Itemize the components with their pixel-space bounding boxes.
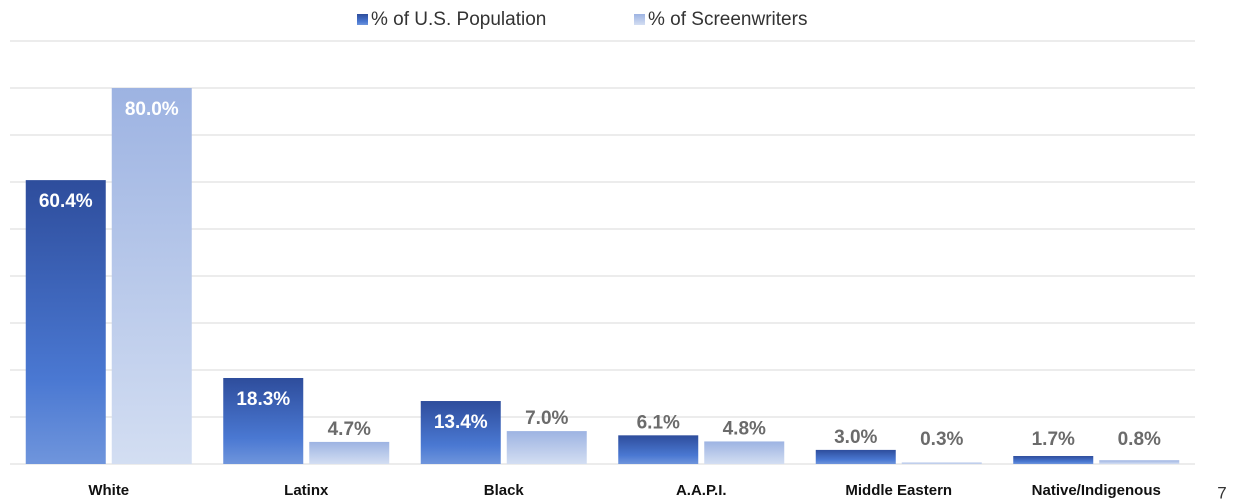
data-label: 4.7% <box>328 419 371 440</box>
data-label: 3.0% <box>834 427 877 448</box>
bar <box>223 377 304 464</box>
bar <box>309 441 390 464</box>
bar <box>25 180 106 464</box>
bar <box>618 435 699 464</box>
data-label: 7.0% <box>525 408 568 429</box>
bar <box>111 88 192 464</box>
data-label: 0.8% <box>1118 429 1161 450</box>
legend-swatch <box>634 14 645 25</box>
data-label: 13.4% <box>434 412 488 433</box>
bar <box>901 462 982 464</box>
data-label: 80.0% <box>125 99 179 120</box>
bar <box>815 449 896 464</box>
data-label: 1.7% <box>1032 429 1075 450</box>
page-number: 7 <box>1217 483 1226 502</box>
bar <box>420 401 501 464</box>
data-label: 18.3% <box>236 389 290 410</box>
data-label: 0.3% <box>920 429 963 450</box>
bar <box>1099 460 1180 464</box>
data-label: 4.8% <box>723 418 766 439</box>
x-tick-label: A.A.P.I. <box>676 482 727 499</box>
x-tick-label: Native/Indigenous <box>1032 482 1161 499</box>
x-tick-label: Black <box>484 482 525 499</box>
x-tick-label: Latinx <box>284 482 329 499</box>
data-label: 60.4% <box>39 191 93 212</box>
bar <box>506 431 587 464</box>
legend-label: % of U.S. Population <box>371 9 546 30</box>
data-label: 6.1% <box>637 412 680 433</box>
bar <box>1013 456 1094 464</box>
x-tick-label: Middle Eastern <box>845 482 952 499</box>
x-tick-label: White <box>88 482 129 499</box>
legend-swatch <box>357 14 368 25</box>
bar <box>704 441 785 464</box>
legend-label: % of Screenwriters <box>648 9 807 30</box>
